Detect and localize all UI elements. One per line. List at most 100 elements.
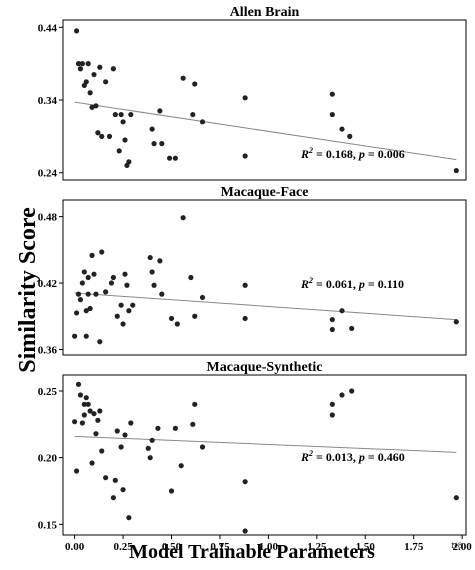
data-point [79,61,85,67]
data-point [329,111,335,118]
plot-frame [62,199,467,356]
data-point [126,515,132,521]
data-point [149,437,155,443]
data-point [73,310,80,316]
data-point [118,302,124,308]
data-point [99,249,105,255]
data-point [97,339,103,345]
data-point [79,280,85,286]
data-point [83,308,89,314]
data-point [103,79,109,85]
data-point [172,155,178,161]
data-point [77,392,84,398]
data-point [126,308,132,314]
data-point [103,475,109,481]
y-tick-label: 0.36 [38,344,58,356]
y-tick-label: 0.42 [38,278,58,290]
y-tick-label: 0.25 [38,386,58,398]
data-point [87,408,93,414]
data-point [199,119,206,125]
data-point [77,66,84,72]
data-point [99,448,105,454]
data-point [166,155,173,161]
data-point [110,274,116,281]
data-point [199,294,206,301]
panel-2: Macaque-Face 0.36 0.42 0.48 R2 = 0.061, p = … [38,185,467,356]
data-point [242,315,248,322]
data-point [75,291,82,297]
data-point [128,420,134,426]
data-point [87,305,93,312]
x-tick-label: 1.50 [356,541,376,553]
data-point [97,408,103,414]
data-point [75,61,82,67]
stats-annotation: R2 = 0.168, p = 0.006 [300,146,405,161]
data-point [349,325,355,332]
stats-annotation: R2 = 0.061, p = 0.110 [300,276,404,291]
data-point [118,444,124,450]
data-point [114,313,120,319]
data-point [453,319,459,325]
x-axis-label: Model Trainable Parameters [129,541,375,563]
data-point [151,141,157,147]
data-point [93,103,99,109]
data-point [128,111,134,118]
data-point [83,395,89,401]
data-point [349,388,355,394]
data-point [91,71,97,78]
x-tick-label: 0.75 [210,541,230,553]
data-point [79,420,85,426]
x-tick-label: 0.00 [65,541,85,553]
data-point [122,271,128,277]
y-axis-label: Similarity Score [15,207,41,373]
data-point [85,274,91,281]
data-point [81,269,87,275]
data-point [174,321,180,327]
data-point [178,463,184,469]
data-point [180,75,186,81]
data-point [73,28,80,34]
data-point [329,91,335,97]
data-point [93,431,99,437]
x-tick-label: 1.00 [259,541,279,553]
y-tick-label: 0.20 [38,453,58,465]
data-point [122,432,128,438]
y-tick-label: 0.48 [38,212,58,224]
data-point [112,477,118,483]
data-point [242,153,248,159]
data-point [85,61,91,67]
data-point [110,66,116,72]
data-point [347,133,353,139]
y-tick-label: 0.15 [38,519,58,531]
data-point [91,411,97,417]
data-point [81,412,87,418]
data-point [75,381,82,387]
data-point [83,333,89,339]
data-point [73,468,80,474]
plot-frame [62,374,467,536]
data-point [77,297,84,303]
data-point [130,302,136,308]
data-point [242,479,248,485]
data-point [85,401,91,407]
data-point [149,269,155,275]
x-tick-label: 0.50 [162,541,182,553]
data-point [155,425,161,431]
panel-title: Macaque-Face [221,185,309,200]
data-point [242,528,248,534]
data-point [172,425,178,431]
data-point [339,126,345,132]
data-point [72,419,78,425]
data-point [329,412,335,418]
data-point [242,282,248,288]
data-point [151,282,157,288]
data-point [85,291,91,297]
data-point [168,315,175,322]
data-point [91,271,97,277]
data-point [120,321,126,327]
data-point [116,148,122,154]
data-point [149,126,155,132]
data-point [147,254,153,261]
data-point [188,274,194,281]
